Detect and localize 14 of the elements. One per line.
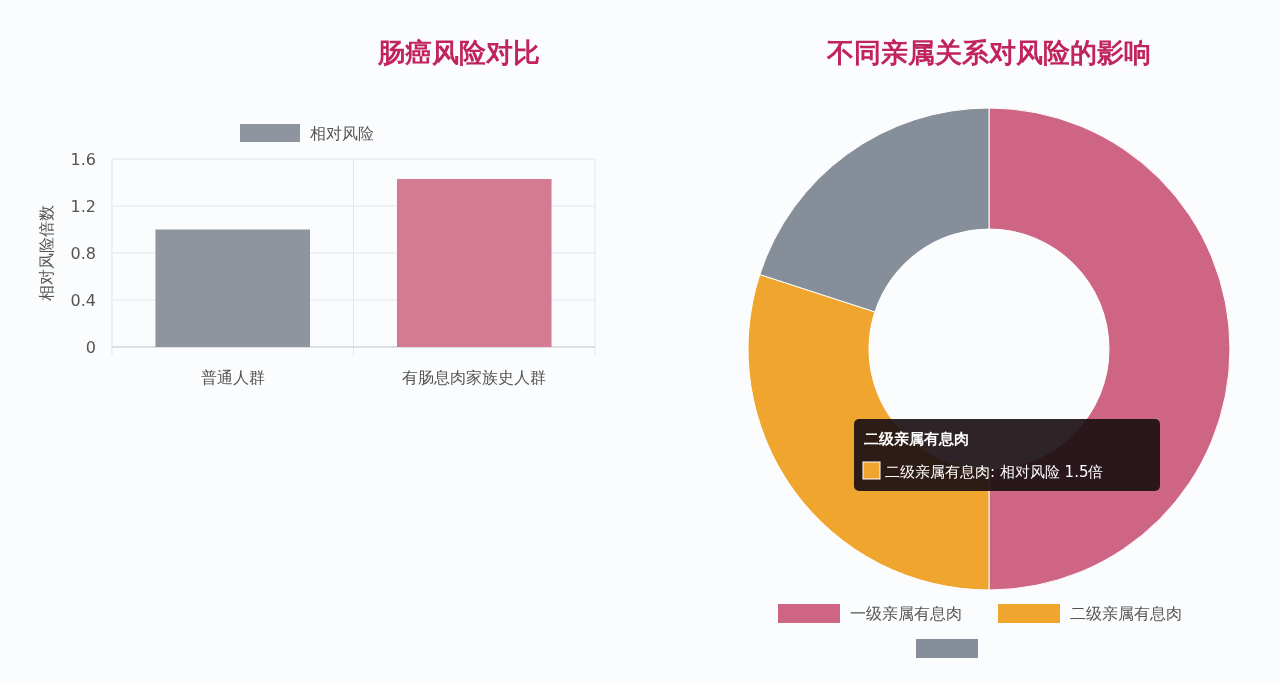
x-tick-label: 普通人群 — [200, 368, 265, 387]
y-tick-label: 1.6 — [70, 150, 96, 169]
y-tick-label: 0 — [85, 338, 96, 357]
tooltip: 二级亲属有息肉 二级亲属有息肉: 相对风险 1.5倍 — [854, 419, 1160, 491]
chart-title: 肠癌风险对比 — [377, 37, 540, 68]
legend-label: 二级亲属有息肉 — [1070, 604, 1182, 623]
legend-label: 一级亲属有息肉 — [850, 604, 962, 623]
y-axis-title: 相对风险倍数 — [37, 205, 56, 301]
legend-label: 相对风险 — [310, 124, 374, 143]
y-tick-label: 0.4 — [70, 291, 96, 310]
y-tick-label: 1.2 — [70, 197, 96, 216]
y-tick-label: 0.8 — [70, 244, 96, 263]
x-tick-label: 有肠息肉家族史人群 — [402, 368, 547, 387]
chart-title: 不同亲属关系对风险的影响 — [826, 37, 1151, 68]
